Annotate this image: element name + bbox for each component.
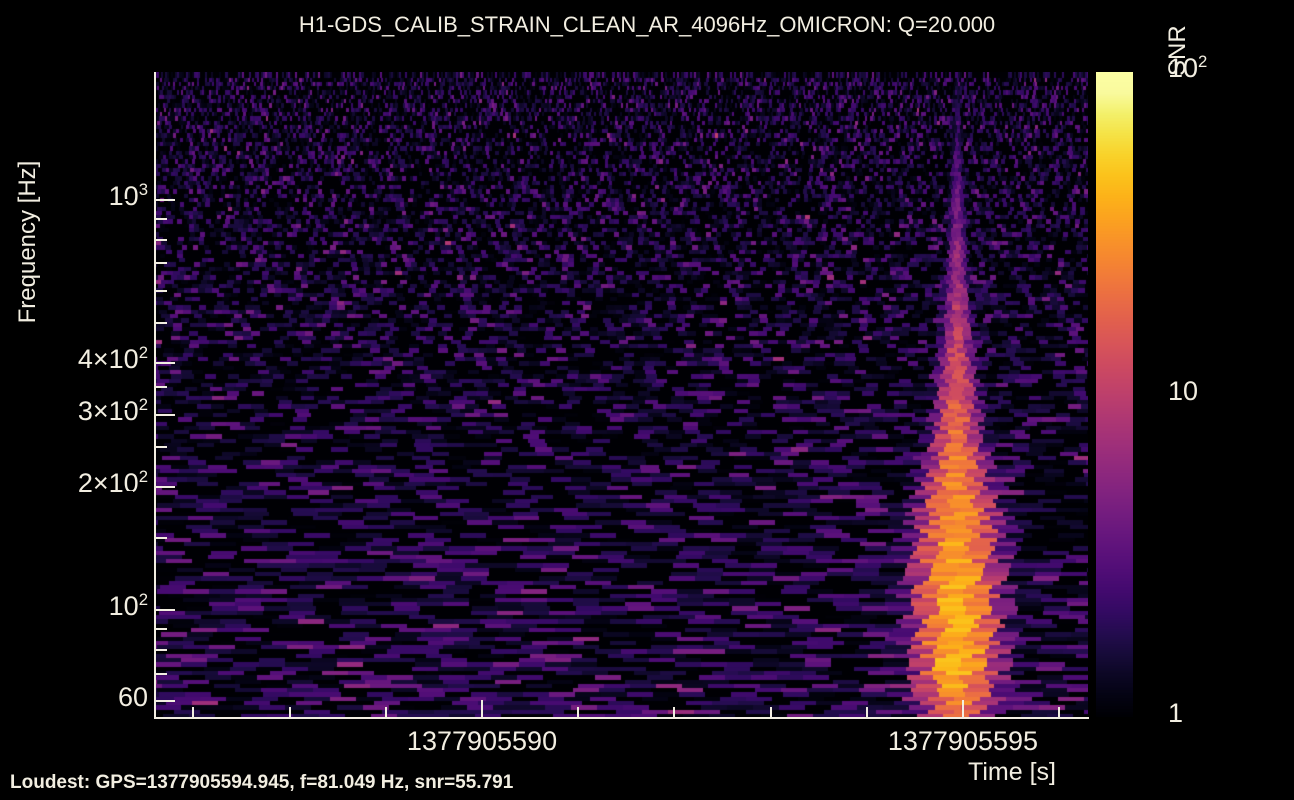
y-tick-minor (156, 262, 167, 265)
colorbar-tick-minor (123, 490, 133, 493)
colorbar-tick-minor (123, 239, 133, 242)
colorbar-tick-major (116, 715, 133, 717)
colorbar (1096, 72, 1133, 717)
colorbar-tick-minor (123, 199, 133, 202)
x-tick-minor (769, 707, 772, 717)
x-tick-minor (288, 707, 291, 717)
y-tick-major (156, 609, 175, 612)
y-tick-major (156, 485, 175, 488)
y-tick-minor (156, 386, 167, 389)
y-tick-minor (156, 217, 167, 220)
colorbar-tick-minor (123, 102, 133, 105)
y-tick-minor (156, 537, 167, 540)
colorbar-tick-label: 102 (1168, 52, 1208, 83)
y-tick-major (156, 700, 175, 703)
x-tick-minor (192, 707, 195, 717)
spectrogram-plot-area[interactable] (155, 72, 1088, 717)
colorbar-tick-minor (123, 85, 133, 88)
y-tick-minor (156, 289, 167, 292)
colorbar-tick-minor (123, 142, 133, 145)
loudest-event-annotation: Loudest: GPS=1377905594.945, f=81.049 Hz… (10, 772, 514, 793)
y-axis-line (154, 72, 156, 719)
colorbar-tick-major (116, 72, 133, 74)
x-tick-major (481, 700, 484, 717)
colorbar-gradient (1096, 72, 1133, 717)
colorbar-tick-minor (123, 120, 133, 123)
y-tick-minor (156, 672, 167, 675)
y-tick-minor (156, 238, 167, 241)
y-tick-major (156, 198, 175, 201)
colorbar-tick-minor (123, 424, 133, 427)
y-tick-label: 4×102 (77, 343, 148, 375)
colorbar-tick-minor (123, 562, 133, 565)
y-tick-label: 102 (108, 590, 148, 622)
y-axis-title: Frequency [Hz] (14, 160, 41, 324)
colorbar-tick-minor (123, 618, 133, 621)
colorbar-tick-minor (123, 521, 133, 524)
y-tick-minor (156, 649, 167, 652)
colorbar-tick-minor (123, 168, 133, 171)
y-tick-minor (156, 322, 167, 325)
x-tick-minor (673, 707, 676, 717)
colorbar-tick-minor (123, 296, 133, 299)
x-tick-minor (384, 707, 387, 717)
x-tick-major (961, 700, 964, 717)
colorbar-tick-major (116, 394, 133, 397)
colorbar-tick-minor (123, 443, 133, 446)
x-tick-label: 1377905590 (406, 726, 558, 756)
x-tick-label: 1377905595 (887, 726, 1039, 756)
colorbar-title: SNR (1164, 25, 1191, 76)
x-axis-title: Time [s] (968, 758, 1056, 786)
y-tick-label: 2×102 (77, 466, 148, 498)
colorbar-tick-minor (123, 408, 133, 411)
x-tick-minor (1058, 707, 1061, 717)
x-tick-minor (577, 707, 580, 717)
colorbar-tick-label: 1 (1168, 698, 1184, 728)
page-title: H1-GDS_CALIB_STRAIN_CLEAN_AR_4096Hz_OMIC… (298, 12, 996, 37)
spectrogram-heatmap[interactable] (155, 72, 1088, 717)
y-tick-label: 103 (108, 179, 148, 211)
colorbar-tick-label: 10 (1168, 375, 1199, 406)
y-tick-minor (156, 628, 167, 631)
colorbar-tick-minor (123, 465, 133, 468)
y-tick-minor (156, 446, 167, 448)
y-tick-major (156, 362, 175, 365)
x-axis-line (154, 717, 1089, 719)
y-tick-label: 60 (117, 682, 148, 713)
y-tick-label: 3×102 (77, 394, 148, 426)
y-tick-major (156, 413, 175, 416)
x-tick-minor (865, 707, 868, 717)
